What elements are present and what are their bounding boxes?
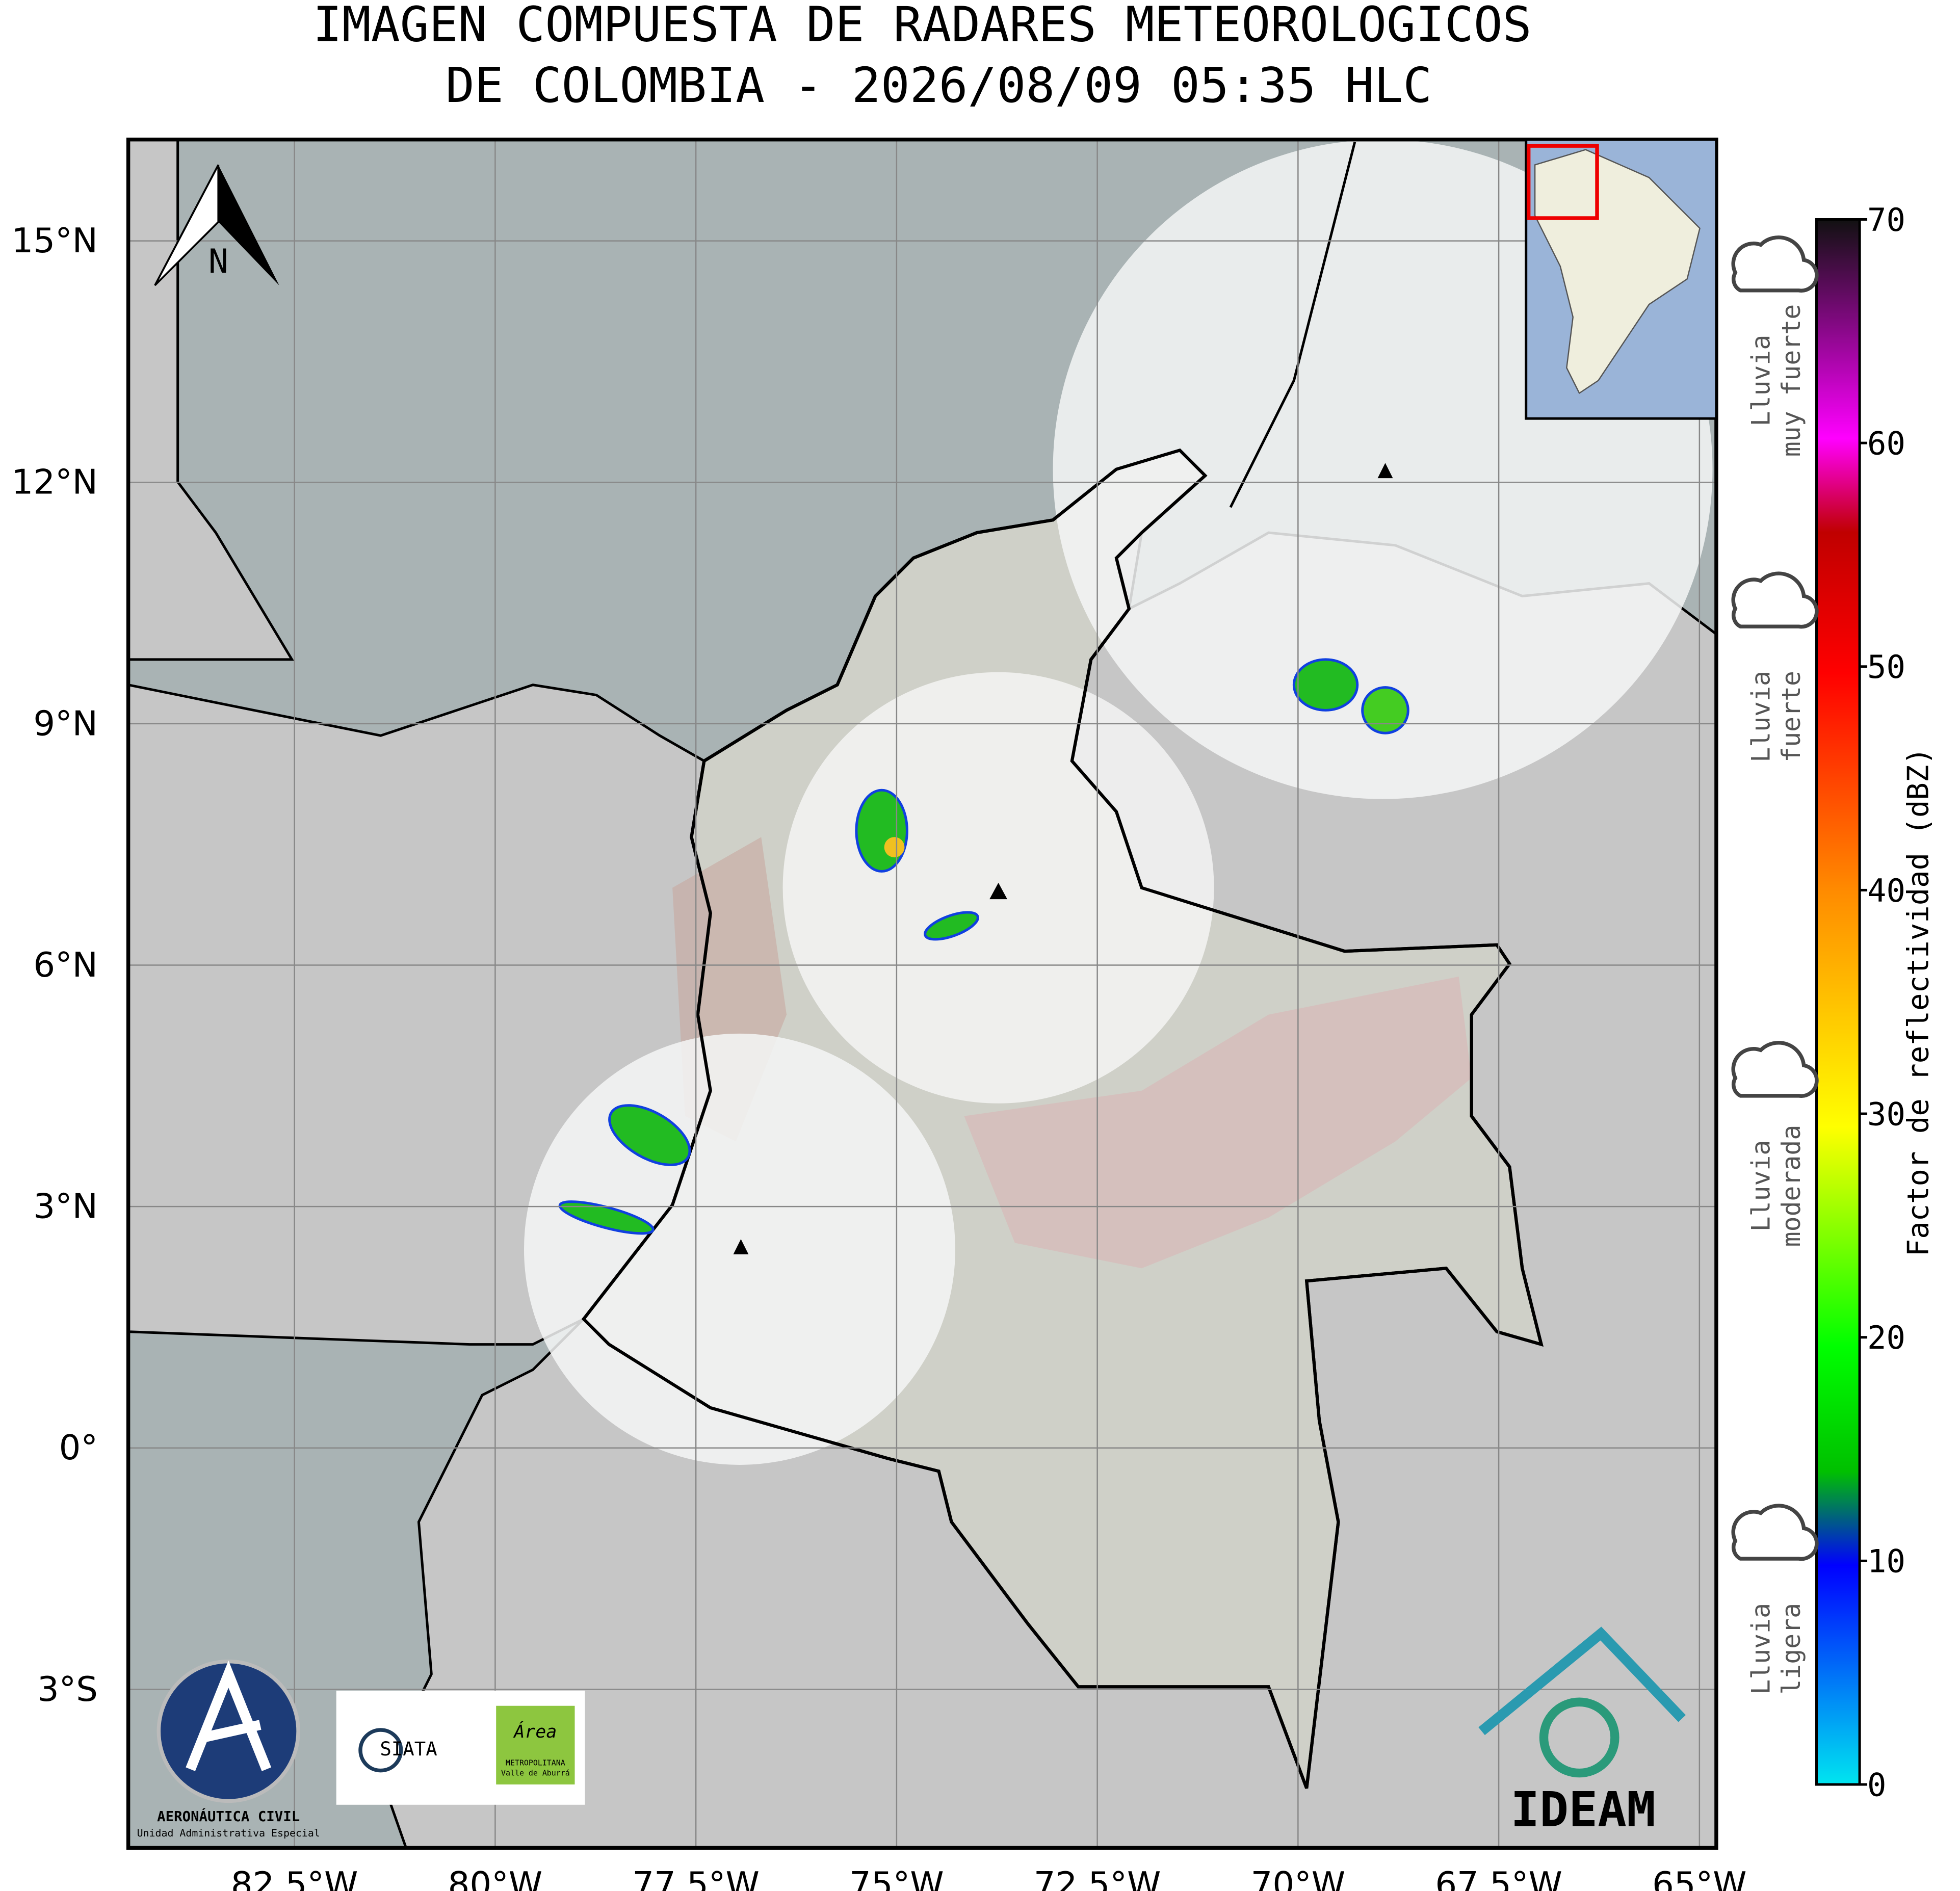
north-label: N [208, 243, 228, 281]
x-tick-label: 80°W [448, 1864, 542, 1891]
aerocivil-logo: AERONÁUTICA CIVIL Unidad Administrativa … [137, 1659, 320, 1839]
colorbar-tick-label: 70 [1867, 201, 1905, 239]
x-tick-label: 82.5°W [231, 1864, 358, 1891]
weather-icon [1731, 571, 1819, 629]
x-tick-label: 70°W [1251, 1864, 1345, 1891]
ideam-logo: IDEAM [1478, 1626, 1686, 1838]
y-tick-label: 9°N [33, 703, 98, 743]
map [128, 139, 1716, 1848]
logo-text: AERONÁUTICA CIVIL [157, 1808, 300, 1825]
colombia-border [581, 448, 1544, 1789]
logo-text: IDEAM [1510, 1782, 1656, 1838]
echoes [558, 658, 1409, 1235]
logo-text: Valle de Aburrá [501, 1769, 570, 1778]
logo-text: METROPOLITANA [506, 1758, 565, 1768]
logo-text: Unidad Administrativa Especial [137, 1827, 320, 1839]
border-line [1229, 142, 1356, 508]
x-tick-label: 77.5°W [632, 1864, 760, 1891]
rain-label: ligera [1776, 1603, 1806, 1695]
colorbar-tick-label: 60 [1867, 425, 1905, 462]
rain-label: Lluvia [1746, 671, 1775, 763]
colorbar-tick-label: 10 [1867, 1543, 1905, 1580]
colorbar-tick-label: 30 [1867, 1095, 1905, 1133]
x-tick-label: 75°W [849, 1864, 944, 1891]
y-tick-label: 15°N [12, 221, 98, 260]
siata-logo: SIATA Área METROPOLITANA Valle de Aburrá [336, 1690, 585, 1805]
logo-text: Área [513, 1721, 557, 1742]
rain-label: Lluvia [1746, 335, 1775, 427]
weather-icon [1731, 1041, 1819, 1098]
colorbar-tick-label: 50 [1867, 648, 1905, 686]
y-tick-label: 6°N [33, 945, 98, 985]
x-tick-label: 72.5°W [1034, 1864, 1161, 1891]
weather-icon [1731, 235, 1819, 293]
colorbar-tick-label: 0 [1867, 1766, 1886, 1803]
y-tick-label: 3°S [37, 1669, 98, 1709]
graticule [128, 139, 1716, 1848]
y-tick-label: 0° [59, 1428, 98, 1467]
title-line: IMAGEN COMPUESTA DE RADARES METEOROLOGIC… [313, 0, 1532, 53]
y-tick-label: 3°N [33, 1187, 98, 1226]
logo-text: SIATA [380, 1738, 437, 1760]
colorbar-label: Factor de reflectividad (dBZ) [1901, 747, 1935, 1256]
colorbar [1815, 218, 1861, 1786]
x-tick-label: 65°W [1652, 1864, 1746, 1891]
title-line: DE COLOMBIA - 2026/08/09 05:35 HLC [446, 58, 1432, 114]
rain-label: Lluvia [1746, 1603, 1775, 1695]
y-tick-label: 12°N [12, 462, 98, 502]
colorbar-tick-label: 40 [1867, 872, 1905, 909]
rain-label: muy fuerte [1776, 304, 1806, 457]
colorbar-tick-label: 20 [1867, 1319, 1905, 1356]
rain-label: Lluvia [1746, 1140, 1775, 1232]
inset-map [1525, 138, 1718, 420]
rain-label: fuerte [1776, 671, 1806, 763]
x-tick-label: 67.5°W [1435, 1864, 1562, 1891]
region-shade [964, 976, 1472, 1269]
weather-icon [1731, 1504, 1819, 1561]
map-frame [126, 137, 1718, 1850]
rain-label: moderada [1776, 1125, 1806, 1247]
